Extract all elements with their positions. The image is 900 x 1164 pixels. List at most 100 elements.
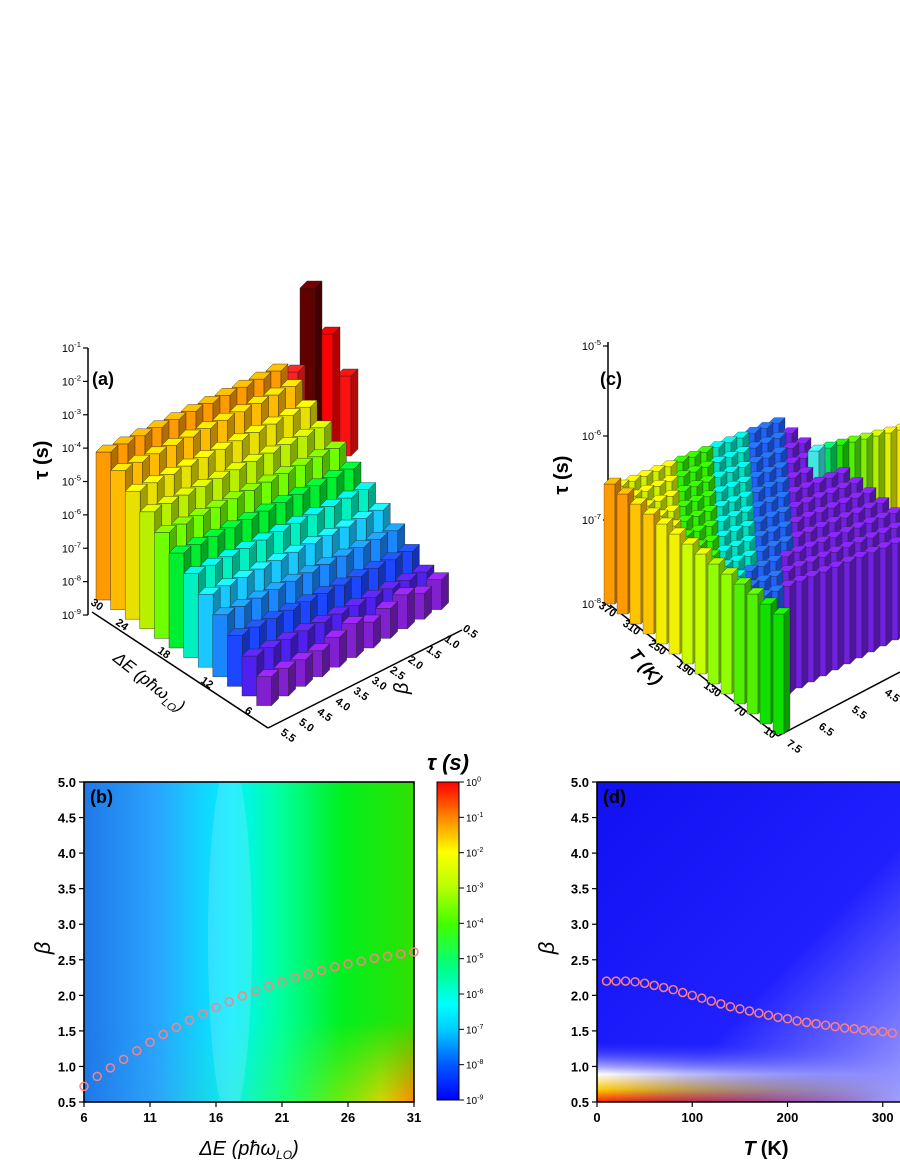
bar-top [192, 450, 216, 458]
bar-top [798, 511, 817, 518]
bar-top [241, 454, 265, 462]
bar-top [772, 491, 791, 498]
bar-side [813, 570, 821, 683]
colorbar-tick-label: 100 [466, 777, 481, 790]
z-tick-label: 10-9 [62, 607, 81, 622]
bar-top [820, 472, 839, 479]
bar-top [748, 501, 767, 508]
bar-top [124, 484, 148, 492]
bar-top [285, 516, 309, 524]
bar-top [253, 503, 277, 512]
panel-d: 0 100 200 300 0.5 1.0 1.5 2.0 2.5 3.0 3.5 4.0 4.5 5.… [534, 775, 900, 1160]
x-tick-label: 30 [88, 597, 105, 614]
bar-top [343, 598, 367, 606]
optimal-point [264, 981, 274, 991]
bar-top [231, 380, 255, 388]
bar-top [712, 515, 731, 522]
colorbar-tick-label: 10-9 [466, 1095, 483, 1108]
bar-top [263, 387, 287, 396]
z-tick-label: 10-7 [582, 512, 601, 527]
optimal-point [639, 978, 650, 988]
bar-top [696, 461, 715, 468]
bar-top [338, 461, 362, 470]
bar-top [195, 421, 219, 429]
bar-side [825, 565, 833, 677]
bar-top [127, 455, 151, 463]
bar-side [801, 575, 809, 689]
bar-top [688, 525, 707, 532]
optimal-point [697, 993, 707, 1003]
bar-top [801, 555, 820, 563]
bar [603, 483, 616, 605]
bar-top [642, 507, 661, 515]
bar-top [708, 456, 727, 463]
y-tick-label: 3.5 [58, 882, 76, 897]
bar-top [243, 619, 267, 628]
bar-top [771, 476, 790, 483]
y-tick-label: 3.0 [58, 917, 76, 932]
bar-top [197, 396, 221, 404]
bar-top [885, 522, 900, 529]
optimal-point [735, 1004, 745, 1014]
optimal-point [668, 984, 678, 995]
bar-top [335, 368, 359, 377]
bar-top [789, 560, 808, 567]
bar-top [317, 326, 341, 335]
panel-a-bars [95, 280, 450, 707]
bar-top [319, 499, 343, 507]
bar-top [112, 436, 136, 445]
bar-top [197, 587, 221, 595]
y-tick-label: 3.5 [571, 882, 589, 897]
optimal-point [145, 1037, 155, 1048]
bar-top [623, 475, 642, 482]
optimal-point [277, 977, 287, 987]
bar [694, 553, 707, 675]
bar-top [168, 545, 192, 554]
bar-top [834, 497, 853, 504]
bar-top [785, 501, 804, 508]
optimal-point [630, 977, 640, 987]
bar-top [273, 661, 297, 669]
x-tick-label: 31 [407, 1110, 421, 1125]
bar-top [733, 461, 752, 468]
bar-top [178, 429, 202, 438]
bar-top [793, 437, 812, 444]
bar-top [700, 520, 719, 527]
y-tick-label: 1.0 [571, 1059, 589, 1074]
panel-a-x-label: ΔE (pħωLO) [107, 648, 189, 719]
bar-top [219, 520, 243, 528]
bar-top [290, 652, 314, 660]
optimal-point [830, 1021, 840, 1032]
bar-top [226, 433, 250, 441]
y-tick-label: 5.0 [58, 775, 76, 790]
bar-top [304, 478, 328, 486]
bar-top [616, 487, 635, 495]
bar [168, 552, 185, 649]
x-tick-label: 16 [209, 1110, 223, 1125]
bar-top [782, 457, 801, 464]
bar-top [740, 565, 759, 572]
bar-top [202, 529, 226, 537]
bar-top [802, 570, 821, 577]
bar-top [217, 549, 241, 557]
bar-top [365, 532, 389, 540]
bar-top [321, 470, 345, 478]
y-tick-label: 1.5 [571, 1024, 589, 1039]
z-tick-label: 10-1 [62, 340, 81, 355]
bar [212, 614, 229, 677]
y-tick-label: 5.0 [296, 716, 315, 735]
bar-top [698, 490, 717, 497]
colorbar-tick-label: 10-5 [466, 953, 483, 966]
bar-top [743, 427, 762, 434]
bar-top [212, 413, 236, 421]
bar-top [874, 541, 893, 549]
panel-a: 10-9 10-8 10-7 10-6 10-5 10-4 10-3 10-2 10-1 τ (… [31, 280, 480, 745]
optimal-point [198, 1009, 208, 1019]
bar-top [697, 475, 716, 483]
bar-top [872, 512, 891, 519]
z-tick-label: 10-7 [62, 540, 81, 555]
optimal-point [382, 951, 393, 961]
bar-top [328, 577, 352, 586]
y-tick-label: 1.5 [424, 643, 443, 662]
bar-top [860, 517, 879, 524]
